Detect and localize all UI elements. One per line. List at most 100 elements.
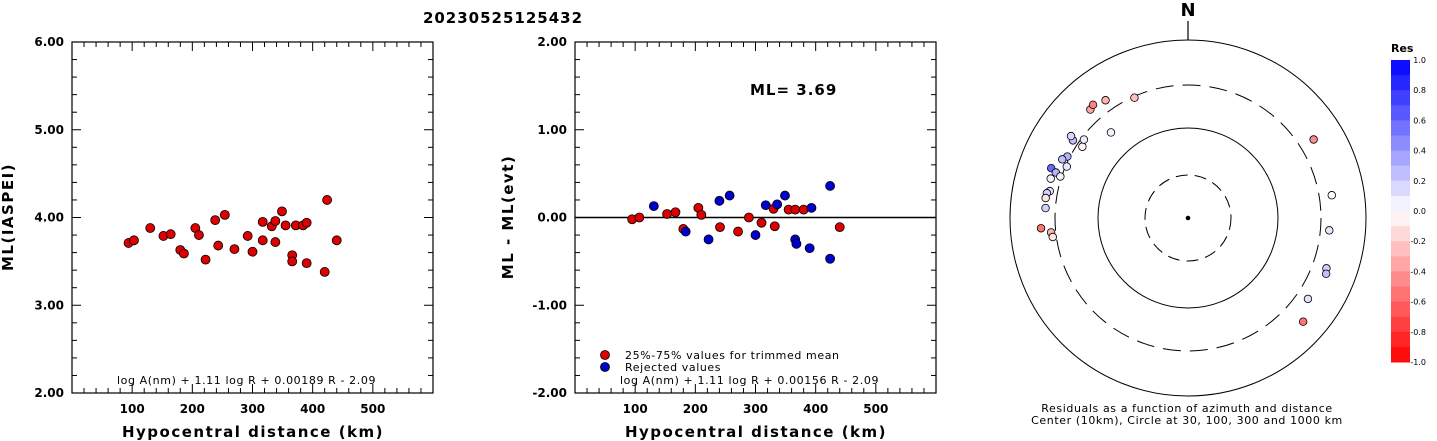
- figure-title: 20230525125432: [423, 9, 583, 27]
- y-axis-title: ML - ML(evt): [499, 155, 517, 279]
- station-marker: [1325, 226, 1334, 235]
- colorbar-tick-label: 1.0: [1413, 56, 1426, 65]
- data-points: [123, 195, 342, 277]
- data-point: [270, 216, 281, 226]
- rejected-point: [806, 202, 817, 213]
- colorbar-tick-label: 0.4: [1413, 147, 1426, 156]
- trimmed-point: [670, 207, 681, 218]
- station-marker: [1058, 155, 1067, 164]
- x-tick-label: 300: [240, 402, 265, 416]
- data-point: [319, 267, 330, 277]
- legend-label-rejected: Rejected values: [625, 361, 721, 374]
- tick-marks: [575, 42, 936, 393]
- trimmed-point: [634, 212, 645, 223]
- data-point: [247, 246, 258, 257]
- colorbar-tick-label: -1.0: [1410, 358, 1426, 367]
- data-point: [301, 258, 312, 269]
- station-markers: [1036, 93, 1336, 326]
- tick-marks: [72, 42, 433, 393]
- rejected-point: [680, 226, 691, 237]
- x-tick-label: 100: [623, 402, 648, 416]
- colorbar-cell: [1391, 346, 1410, 363]
- rejected-point: [648, 201, 659, 211]
- station-marker: [1101, 96, 1110, 105]
- x-tick-label: 400: [803, 402, 828, 416]
- rejected-point: [703, 234, 714, 245]
- station-marker: [1321, 269, 1331, 279]
- y-tick-label: 5.00: [34, 123, 64, 137]
- data-point: [331, 235, 342, 246]
- x-tick-label: 500: [360, 402, 385, 416]
- colorbar-tick-label: 0.6: [1413, 116, 1426, 125]
- x-tick-label: 200: [180, 402, 205, 416]
- y-tick-label: -2.00: [532, 386, 567, 400]
- rejected-point: [760, 200, 771, 211]
- colorbar-cell: [1391, 75, 1410, 91]
- station-marker: [1106, 128, 1116, 137]
- data-point: [219, 209, 230, 220]
- trimmed-point: [834, 222, 845, 233]
- y-tick-label: -1.00: [532, 298, 567, 312]
- residual-vs-distance-panel: 100 200 300 400 500 -2.00 -1.00 0.00 1.00 2.00 M…: [499, 35, 937, 441]
- ml-annotation: ML= 3.69: [750, 81, 837, 99]
- colorbar-tick-label: 0.2: [1413, 177, 1426, 186]
- ml-vs-distance-panel: 100 200 300 400 500 2.00 3.00 4.00 5.00 6.00 log…: [0, 35, 434, 441]
- station-marker: [1078, 142, 1087, 151]
- legend-label-trimmed: 25%-75% values for trimmed mean: [625, 349, 840, 362]
- data-point: [165, 229, 176, 240]
- colorbar-cell: [1391, 135, 1410, 152]
- colorbar-tick-label: -0.2: [1410, 237, 1426, 246]
- rejected-point: [724, 190, 735, 201]
- legend-marker-rejected: [600, 362, 610, 372]
- colorbar-cell: [1391, 301, 1410, 318]
- y-tick-label: 2.00: [537, 35, 567, 49]
- y-tick-label: 0.00: [537, 211, 567, 225]
- colorbar-cell: [1391, 316, 1410, 333]
- station-marker: [1303, 294, 1313, 304]
- station-marker: [1041, 203, 1050, 213]
- colorbar-tick-label: -0.6: [1410, 298, 1426, 307]
- data-point: [129, 235, 139, 246]
- y-tick-label: 6.00: [34, 35, 64, 49]
- station-marker: [1041, 193, 1050, 203]
- x-tick-labels: 100 200 300 400 500: [120, 402, 386, 416]
- epicenter-dot: [1185, 215, 1191, 221]
- data-point: [179, 248, 189, 259]
- caption-line-2: Center (10km), Circle at 30, 100, 300 an…: [1031, 414, 1343, 427]
- data-point: [145, 223, 156, 233]
- data-points: [627, 181, 845, 264]
- rejected-point: [804, 243, 815, 254]
- azimuth-residual-panel: N Residuals as a function of azimuth and…: [1009, 0, 1367, 427]
- trimmed-point: [743, 212, 754, 223]
- colorbar-title: Res: [1391, 42, 1414, 55]
- residual-colorbar: Res 1.0 0.8 0.6 0.4 0.2 0.0 -0.2 -0.4 -0.6 -0.8 -1…: [1391, 42, 1426, 367]
- circle-30km: [1144, 174, 1232, 262]
- station-marker: [1079, 135, 1089, 144]
- colorbar-cells: [1391, 60, 1410, 363]
- colorbar-cell: [1391, 150, 1410, 167]
- x-tick-label: 500: [863, 402, 888, 416]
- colorbar-tick-label: -0.8: [1410, 328, 1426, 337]
- data-point: [229, 244, 240, 254]
- colorbar-cell: [1391, 271, 1410, 287]
- station-marker: [1298, 317, 1308, 326]
- data-point: [270, 237, 281, 247]
- colorbar-cell: [1391, 331, 1410, 348]
- colorbar-cell: [1391, 241, 1410, 257]
- colorbar-cell: [1391, 60, 1410, 76]
- colorbar-cell: [1391, 256, 1410, 272]
- trimmed-point: [790, 204, 801, 215]
- x-axis-title: Hypocentral distance (km): [625, 423, 887, 441]
- colorbar-tick-labels: 1.0 0.8 0.6 0.4 0.2 0.0 -0.2 -0.4 -0.6 -0.8 -1.0: [1410, 56, 1426, 367]
- circle-100km: [1097, 127, 1279, 309]
- station-marker: [1066, 131, 1076, 141]
- formula-text: log A(nm) + 1.11 log R + 0.00156 R - 2.0…: [620, 374, 879, 387]
- rejected-point: [772, 199, 783, 210]
- colorbar-cell: [1391, 105, 1410, 121]
- data-point: [280, 220, 291, 231]
- station-marker: [1046, 174, 1055, 183]
- trimmed-point: [715, 222, 725, 233]
- rejected-point: [780, 190, 790, 201]
- colorbar-cell: [1391, 120, 1410, 136]
- circle-300km: [1054, 84, 1322, 352]
